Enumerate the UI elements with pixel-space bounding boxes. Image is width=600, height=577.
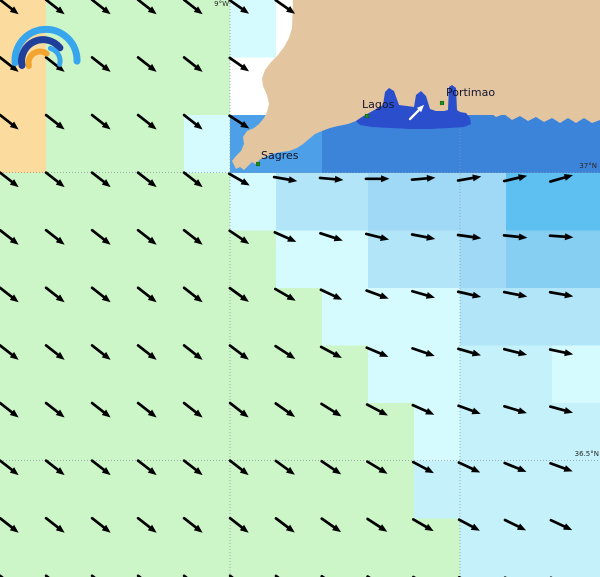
white-wind-arrow [408, 104, 425, 121]
logo-arc [47, 45, 63, 67]
logo-arc [25, 48, 50, 69]
wind-arrows-layer [0, 0, 574, 577]
logo-arc [18, 36, 64, 69]
city-marker-lagos [364, 113, 370, 119]
logo-arc [11, 25, 81, 67]
city-markers-layer [255, 100, 445, 167]
city-marker-sagres [255, 161, 261, 167]
bay-water-shape [356, 85, 471, 129]
windguru-logo [11, 25, 81, 69]
city-marker-portimao [439, 100, 445, 106]
land-shape [232, 0, 600, 170]
